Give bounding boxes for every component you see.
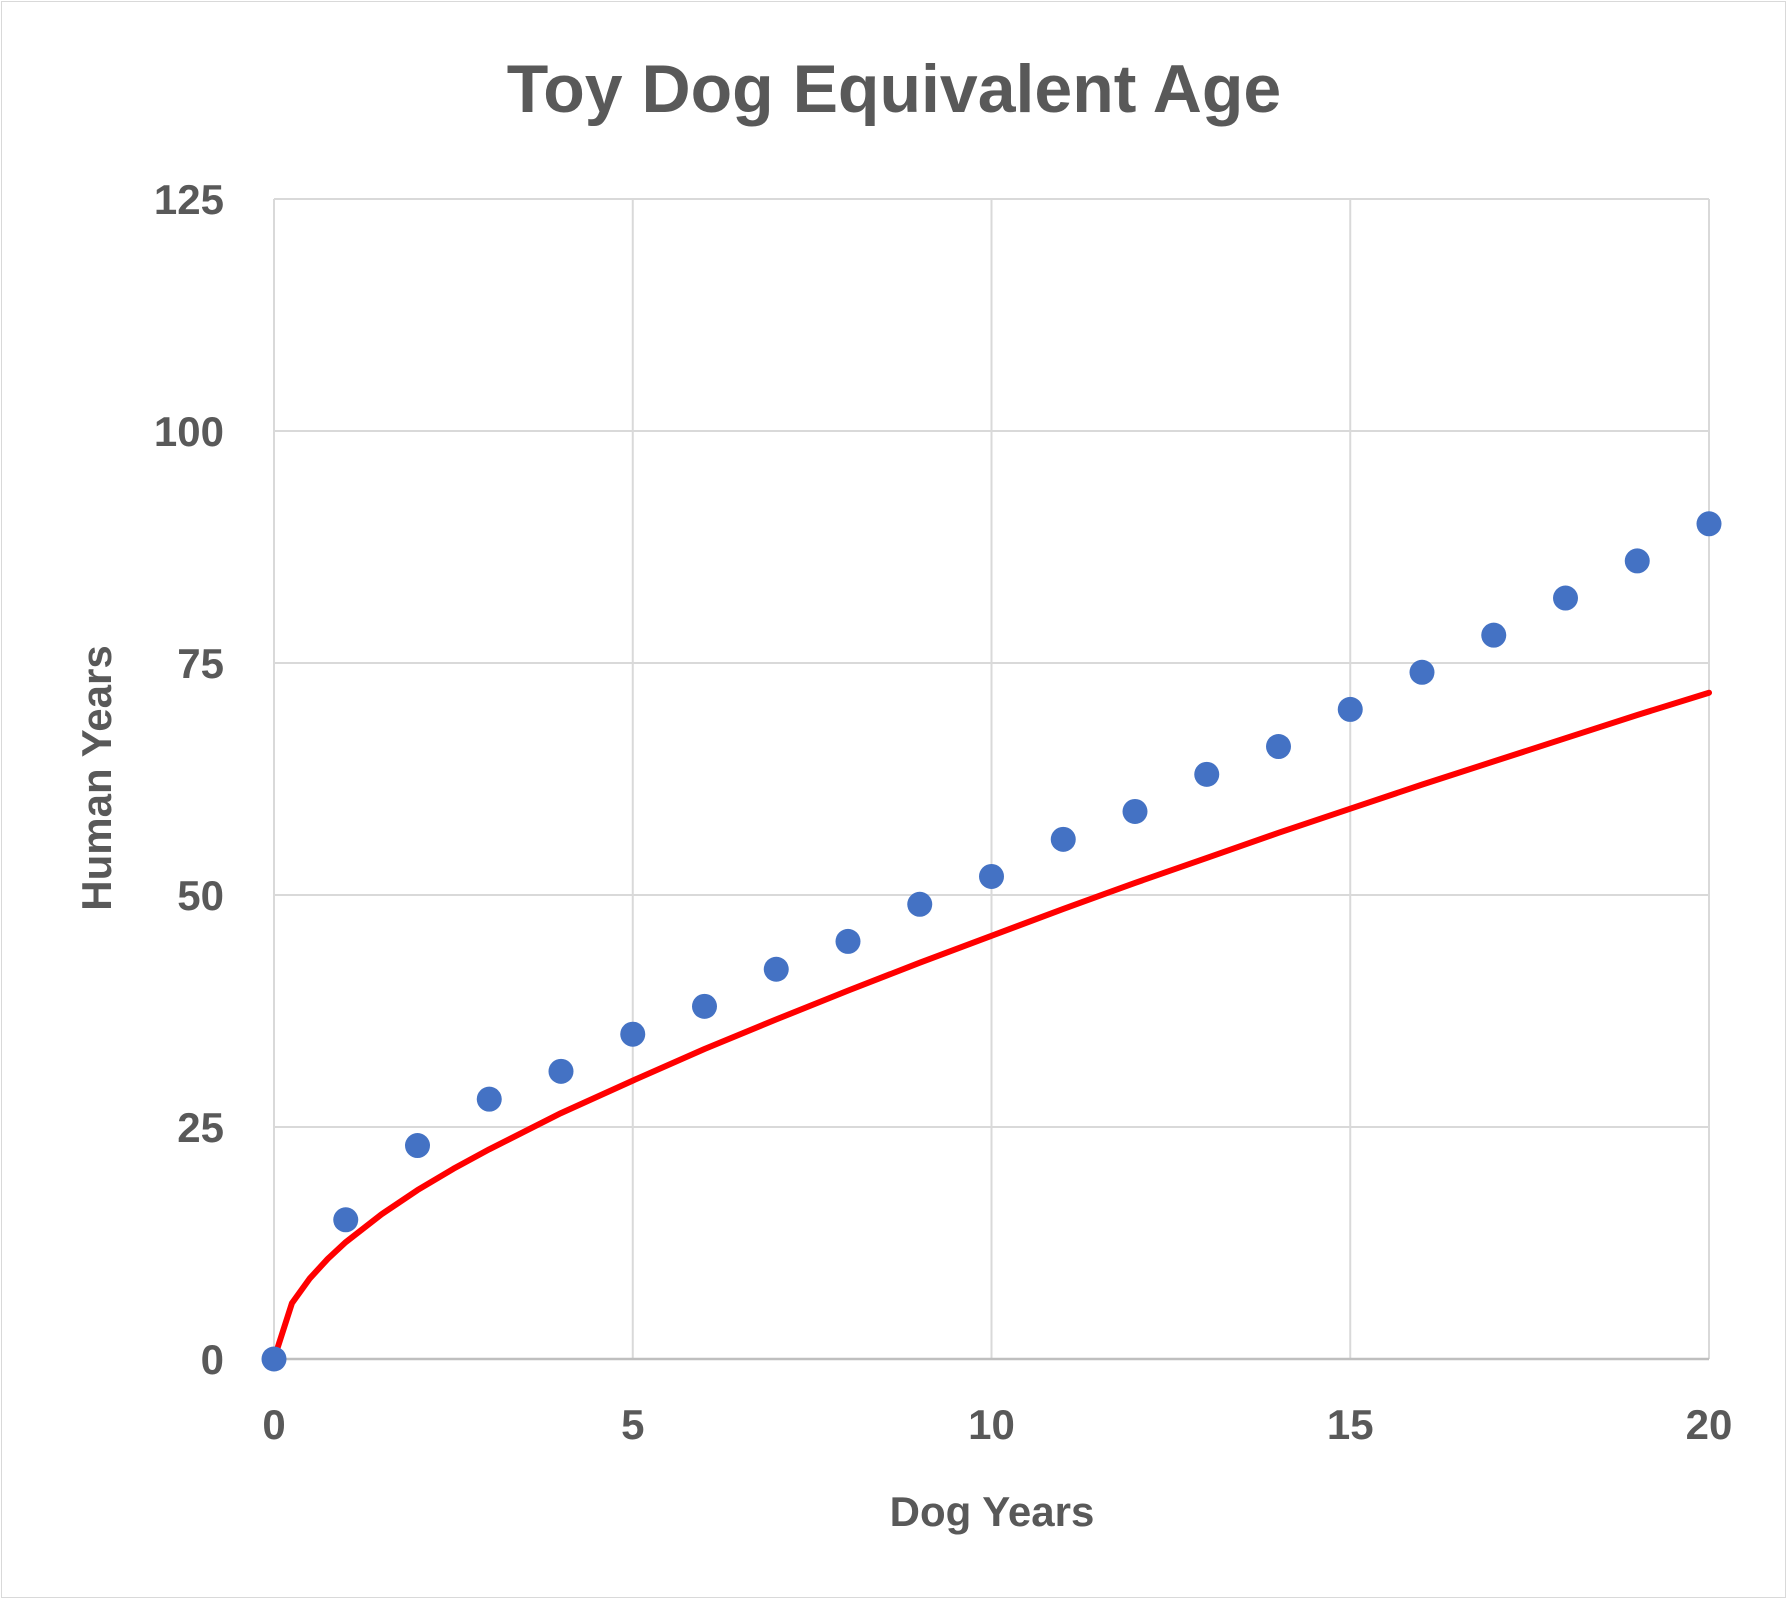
x-tick-label: 0 — [262, 1401, 285, 1448]
data-point — [476, 1086, 502, 1112]
x-tick-labels: 0 5 10 15 20 — [262, 1401, 1732, 1448]
x-tick-label: 15 — [1327, 1401, 1374, 1448]
data-point — [907, 891, 933, 917]
data-point — [763, 956, 789, 982]
y-tick-labels: 0 25 50 75 100 125 — [154, 176, 224, 1383]
y-tick-label: 0 — [201, 1336, 224, 1383]
data-point — [333, 1207, 359, 1233]
data-point — [1409, 659, 1435, 685]
data-point — [1337, 696, 1363, 722]
y-tick-label: 125 — [154, 176, 224, 223]
data-point — [1050, 826, 1076, 852]
data-point — [835, 928, 861, 954]
data-point — [405, 1133, 430, 1159]
y-axis-label: Human Years — [73, 645, 120, 910]
y-tick-label: 25 — [177, 1104, 224, 1151]
y-tick-label: 50 — [177, 872, 224, 919]
data-point — [1122, 798, 1148, 824]
data-point — [1194, 761, 1220, 787]
x-axis-label: Dog Years — [890, 1488, 1095, 1535]
x-tick-label: 5 — [621, 1401, 644, 1448]
y-tick-label: 75 — [177, 640, 224, 687]
scatter-series — [261, 511, 1722, 1372]
grid-lines — [273, 198, 1710, 1359]
data-point — [548, 1058, 574, 1084]
data-point — [979, 863, 1004, 889]
data-point — [620, 1021, 646, 1047]
x-tick-label: 20 — [1686, 1401, 1733, 1448]
data-point — [1553, 585, 1578, 611]
y-tick-label: 100 — [154, 408, 224, 455]
data-point — [692, 993, 717, 1019]
trend-line-series — [271, 689, 1712, 1362]
x-tick-label: 10 — [968, 1401, 1015, 1448]
data-point — [1624, 548, 1650, 574]
trend-line — [271, 689, 1712, 1362]
chart-title: Toy Dog Equivalent Age — [507, 51, 1282, 127]
data-point — [1266, 734, 1291, 760]
data-point — [1696, 511, 1722, 537]
data-point — [1481, 622, 1507, 648]
data-point — [261, 1346, 287, 1372]
